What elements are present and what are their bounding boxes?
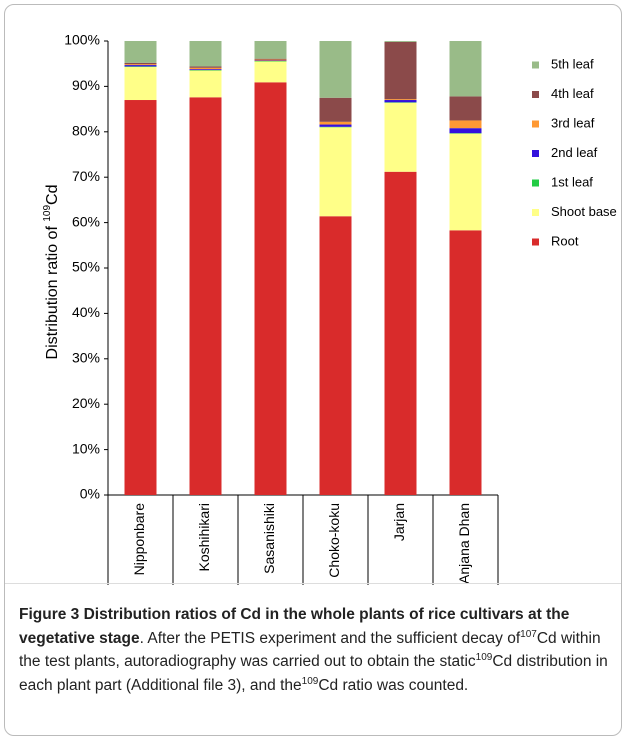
y-axis-label: Distribution ratio of 109Cd [42,185,62,360]
legend-label: 2nd leaf [551,145,598,160]
legend-swatch [532,120,539,128]
bar-segment [319,97,352,122]
caption-text: . After the PETIS experiment and the suf… [139,629,521,647]
figure: Distribution ratio of 109Cd 0% 10% 20% 30% 4… [4,4,622,736]
bar-segment [254,41,287,59]
bar-segment [449,96,482,121]
bar-segment [124,65,157,67]
bar-segment [124,100,157,496]
x-tick-label: Nipponbare [131,503,147,576]
y-tick-label: 80% [72,123,100,139]
legend-swatch [532,179,539,187]
y-tick-label: 50% [72,259,100,275]
bar-segment [124,66,157,101]
bar-segment [189,70,222,98]
legend-swatch [532,61,539,69]
legend-swatch [532,209,539,216]
y-tick-label: 20% [72,395,100,411]
x-tick-label: Sasanishiki [261,503,277,574]
caption-text: Cd ratio was counted. [318,676,469,694]
y-tick-label: 30% [72,350,100,366]
legend-label: 1st leaf [551,174,593,189]
x-tick-label: Jarjan [391,503,407,541]
bar-segment [254,58,287,60]
caption-sup: 109 [301,675,319,687]
x-tick-label: Anjana Dhan [456,503,472,584]
bar-segment [449,41,482,97]
caption: Figure 3 Distribution ratios of Cd in th… [19,603,611,697]
caption-sup: 107 [520,628,537,640]
y-tick-label: 100% [64,32,100,48]
caption-title: Figure 3 Distribution ratios of Cd in th… [19,606,570,647]
y-label-sup: 109 [42,205,53,222]
bar-segment [189,66,222,68]
bar-segment [384,171,417,495]
bar-segment [384,41,417,42]
x-tick-label: Koshihikari [196,503,212,571]
y-tick-label: 40% [72,304,100,320]
bar-segment [449,128,482,134]
bar-segment [449,120,482,129]
bar-segment [384,99,417,101]
y-tick-label: 70% [72,168,100,184]
bar-segment [189,41,222,67]
bar-segment [319,41,352,98]
legend-label: 5th leaf [551,56,594,71]
bar-segment [384,102,417,172]
bar-segment [319,121,352,125]
legend-label: 3rd leaf [551,115,595,130]
legend-label: 4th leaf [551,86,594,101]
chart: Distribution ratio of 109Cd 0% 10% 20% 30% 4… [42,32,617,585]
bar-segment [189,67,222,70]
bar-segment [189,97,222,496]
legend-label: Root [551,233,579,248]
bar-segment [124,41,157,63]
bar-segment [319,124,352,127]
bar-segment [319,127,352,217]
legend-swatch [532,150,539,157]
caption-sup: 109 [475,651,493,663]
y-tick-label: 10% [72,440,100,456]
separator [5,583,621,584]
legend-swatch [532,238,539,246]
bar-segment [254,61,287,83]
legend-swatch [532,91,539,98]
caption-text: Cd distribution in each plant part (Addi… [19,653,608,694]
y-tick-label: 0% [80,486,100,502]
bar-segment [449,133,482,231]
y-tick-label: 60% [72,213,100,229]
bar-segment [449,230,482,495]
y-tick-label: 90% [72,77,100,93]
bar-segment [254,82,287,496]
bar-segment [254,59,287,61]
legend-label: Shoot base [551,204,617,219]
bar-segment [124,64,157,66]
bar-segment [319,216,352,495]
y-label-part: Distribution ratio of [44,222,61,360]
bar-segment [384,100,417,103]
bar-segment [384,41,417,100]
caption-text: Cd within the test plants, autoradiograp… [19,629,601,671]
x-tick-label: Choko-koku [326,503,342,578]
bar-segment [124,62,157,65]
bar-segment [189,69,222,71]
y-label-part: Cd [44,185,61,205]
